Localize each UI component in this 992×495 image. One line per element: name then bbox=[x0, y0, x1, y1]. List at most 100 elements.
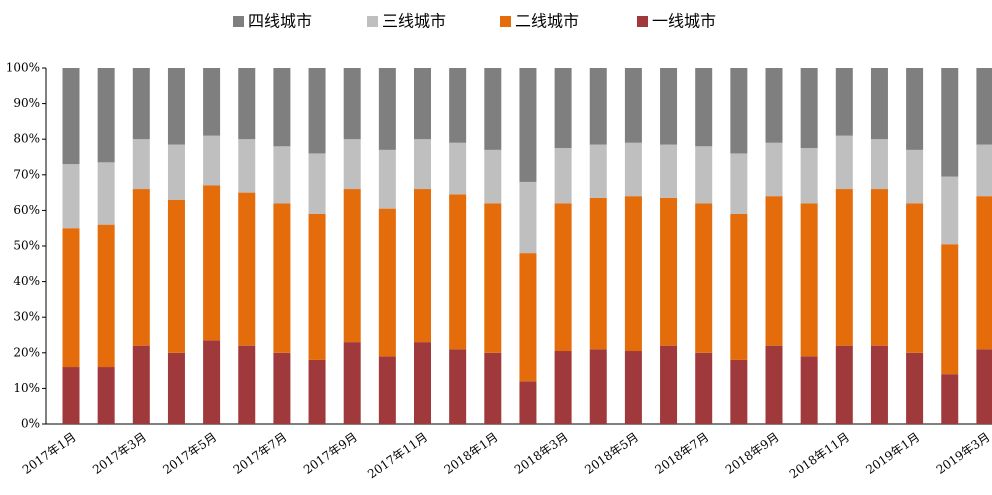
bar-segment bbox=[343, 189, 361, 343]
bar-segment bbox=[800, 148, 818, 204]
x-tick-label: 2019年3月 bbox=[934, 430, 992, 477]
y-tick-label: 90% bbox=[13, 96, 40, 110]
bar-segment bbox=[800, 203, 818, 357]
bar-segment bbox=[238, 68, 256, 140]
x-tick-label: 2017年7月 bbox=[231, 430, 290, 477]
bar-segment bbox=[449, 194, 467, 350]
bar-segment bbox=[378, 208, 396, 357]
bar-segment bbox=[203, 185, 221, 341]
bar-segment bbox=[870, 189, 888, 346]
x-tick-label: 2017年11月 bbox=[365, 430, 430, 482]
y-tick-label: 40% bbox=[13, 274, 40, 288]
bar-segment bbox=[449, 349, 467, 424]
bar-segment bbox=[730, 213, 748, 360]
bar-segment bbox=[660, 68, 678, 145]
x-tick-label: 2018年7月 bbox=[652, 430, 711, 477]
x-tick-label: 2017年5月 bbox=[160, 430, 219, 477]
bar-segment bbox=[449, 142, 467, 195]
bar-segment bbox=[62, 68, 80, 165]
bar-segment bbox=[906, 352, 924, 424]
bar-segment bbox=[624, 351, 642, 424]
bar-segment bbox=[378, 149, 396, 209]
legend-swatch bbox=[233, 16, 244, 27]
bar-segment bbox=[308, 153, 326, 214]
bar-segment bbox=[167, 199, 185, 353]
y-tick-label: 80% bbox=[13, 132, 40, 146]
bar-segment bbox=[519, 181, 537, 254]
y-tick-label: 100% bbox=[6, 61, 40, 75]
bar-segment bbox=[203, 340, 221, 424]
bar-segment bbox=[132, 139, 150, 190]
bar-segment bbox=[624, 68, 642, 143]
bar-segment bbox=[238, 345, 256, 424]
bar-segment bbox=[167, 68, 185, 145]
legend-swatch bbox=[367, 16, 378, 27]
bar-segment bbox=[730, 153, 748, 214]
bar-segment bbox=[941, 176, 959, 245]
bar-segment bbox=[906, 68, 924, 150]
legend-label: 四线城市 bbox=[248, 12, 312, 31]
bar-segment bbox=[589, 68, 607, 145]
y-tick-label: 60% bbox=[13, 203, 40, 217]
y-tick-label: 20% bbox=[13, 345, 40, 359]
bar-segment bbox=[976, 196, 992, 350]
bar-segment bbox=[765, 196, 783, 346]
bar-segment bbox=[800, 356, 818, 424]
bar-segment bbox=[203, 135, 221, 186]
x-tick-label: 2018年11月 bbox=[787, 430, 852, 482]
x-tick-label: 2018年5月 bbox=[582, 430, 641, 477]
bar-segment bbox=[800, 68, 818, 149]
bar-segment bbox=[273, 68, 291, 147]
bar-segment bbox=[484, 149, 502, 204]
bar-segment bbox=[589, 197, 607, 350]
bar-segment bbox=[62, 228, 80, 368]
bar-segment bbox=[308, 359, 326, 424]
bar-segment bbox=[203, 68, 221, 136]
y-tick-label: 50% bbox=[13, 239, 40, 253]
bar-segment bbox=[97, 224, 115, 368]
y-tick-label: 70% bbox=[13, 167, 40, 181]
bar-segment bbox=[976, 349, 992, 424]
bar-segment bbox=[589, 349, 607, 424]
bar-segment bbox=[308, 68, 326, 154]
bar-segment bbox=[519, 381, 537, 424]
bar-segment bbox=[941, 68, 959, 177]
bar-segment bbox=[484, 352, 502, 424]
bar-segment bbox=[132, 68, 150, 140]
bar-segment bbox=[695, 68, 713, 147]
bar-segment bbox=[238, 139, 256, 193]
bar-segment bbox=[835, 345, 853, 424]
bar-segment bbox=[624, 142, 642, 197]
bar-segment bbox=[906, 149, 924, 204]
bar-segment bbox=[273, 203, 291, 353]
bar-segment bbox=[308, 213, 326, 360]
bar-segment bbox=[449, 68, 467, 143]
bar-segment bbox=[97, 162, 115, 225]
bar-segment bbox=[414, 68, 431, 140]
bar-segment bbox=[906, 203, 924, 353]
x-tick-label: 2018年9月 bbox=[723, 430, 782, 477]
bar-segment bbox=[835, 68, 853, 136]
y-tick-label: 0% bbox=[21, 417, 40, 431]
bar-segment bbox=[695, 146, 713, 204]
x-tick-label: 2017年1月 bbox=[20, 430, 79, 477]
bar-segment bbox=[132, 189, 150, 346]
bar-segment bbox=[273, 146, 291, 204]
bar-segment bbox=[730, 359, 748, 424]
bar-segment bbox=[62, 164, 80, 229]
bar-segment bbox=[414, 189, 431, 343]
bar-segment bbox=[97, 68, 115, 163]
bar-segment bbox=[660, 197, 678, 346]
bar-segment bbox=[414, 139, 431, 190]
bar-segment bbox=[870, 139, 888, 190]
bar-segment bbox=[765, 345, 783, 424]
bar-segment bbox=[167, 144, 185, 200]
bar-segment bbox=[554, 203, 572, 352]
bar-segment bbox=[97, 367, 115, 424]
x-tick-label: 2018年3月 bbox=[512, 430, 571, 477]
bar-segment bbox=[660, 144, 678, 198]
bar-segment bbox=[765, 68, 783, 143]
x-tick-label: 2019年1月 bbox=[863, 430, 922, 477]
bar-segment bbox=[484, 68, 502, 150]
